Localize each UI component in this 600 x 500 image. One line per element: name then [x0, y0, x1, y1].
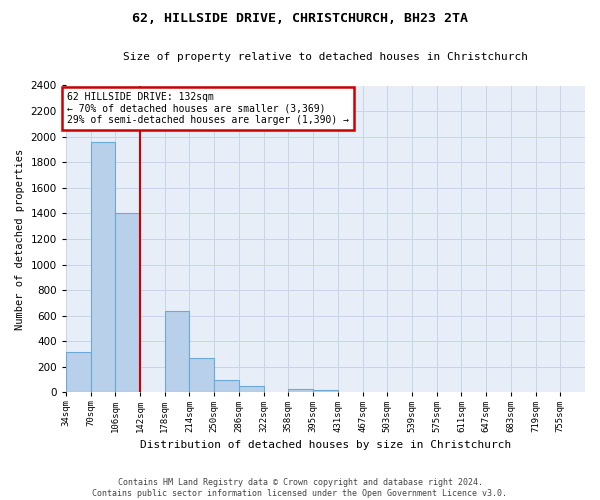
- X-axis label: Distribution of detached houses by size in Christchurch: Distribution of detached houses by size …: [140, 440, 511, 450]
- Y-axis label: Number of detached properties: Number of detached properties: [15, 148, 25, 330]
- Title: Size of property relative to detached houses in Christchurch: Size of property relative to detached ho…: [123, 52, 528, 62]
- Bar: [91, 142, 115, 393]
- Bar: [115, 214, 140, 392]
- Bar: [239, 386, 263, 392]
- Text: 62 HILLSIDE DRIVE: 132sqm
← 70% of detached houses are smaller (3,369)
29% of se: 62 HILLSIDE DRIVE: 132sqm ← 70% of detac…: [67, 92, 349, 125]
- Bar: [289, 388, 313, 392]
- Bar: [214, 380, 239, 392]
- Bar: [313, 390, 338, 392]
- Bar: [190, 358, 214, 392]
- Bar: [165, 310, 190, 392]
- Bar: [66, 352, 91, 393]
- Text: Contains HM Land Registry data © Crown copyright and database right 2024.
Contai: Contains HM Land Registry data © Crown c…: [92, 478, 508, 498]
- Text: 62, HILLSIDE DRIVE, CHRISTCHURCH, BH23 2TA: 62, HILLSIDE DRIVE, CHRISTCHURCH, BH23 2…: [132, 12, 468, 26]
